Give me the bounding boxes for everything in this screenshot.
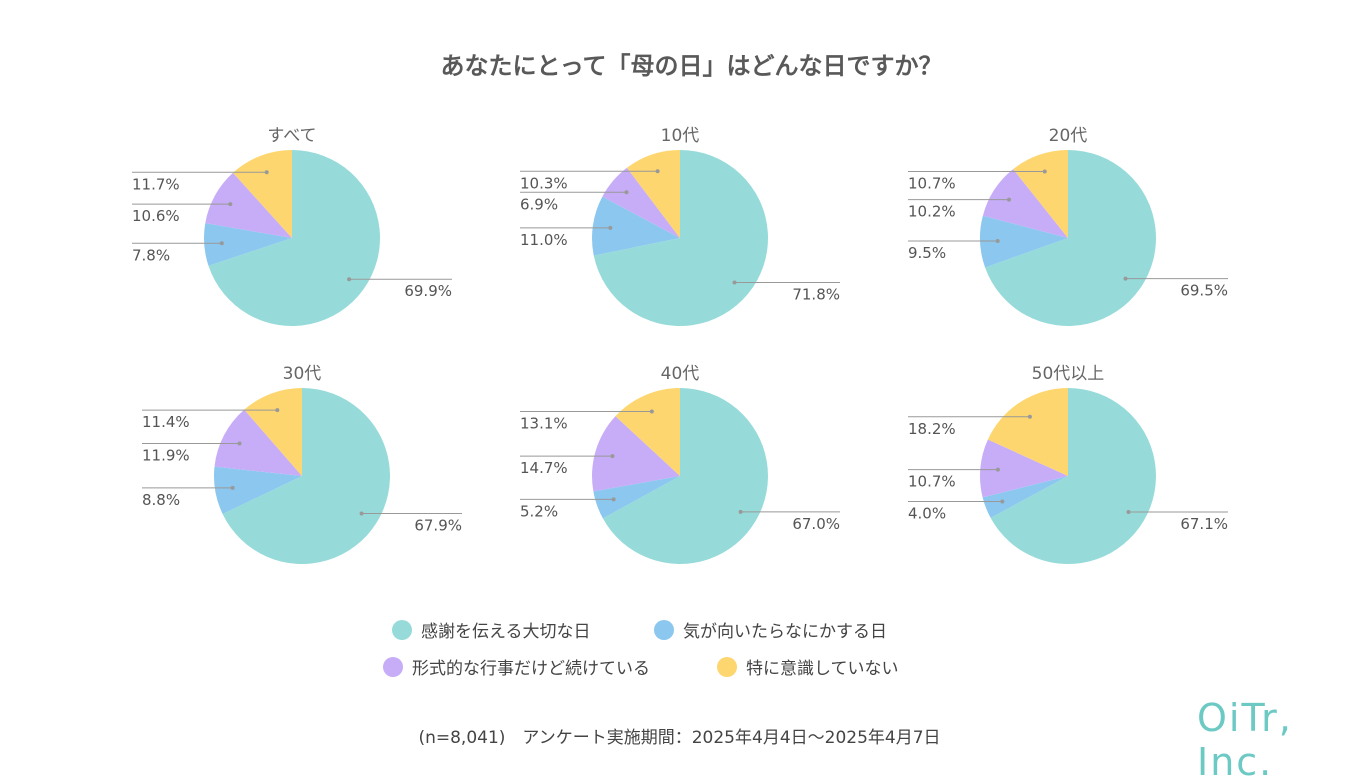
chart-title: あなたにとって「母の日」はどんな日ですか？ <box>440 52 943 80</box>
pie-5-slice-1 <box>982 476 1068 518</box>
pie-3: 30代 67.9% 8.8% 11.9% 11.4% <box>142 364 462 564</box>
pie-2-slice-1 <box>980 215 1068 268</box>
pie-4-leader-dot-0 <box>738 509 743 514</box>
legend-item-3: 特に意識していない <box>717 654 899 679</box>
pie-0: すべて 69.9% 7.8% 10.6% 11.7% <box>132 126 452 326</box>
legend-item-0: 感謝を伝える大切な日 <box>392 617 654 642</box>
pie-2-leader-dot-0 <box>1123 276 1128 281</box>
pie-4-leader-dot-3 <box>649 409 654 414</box>
pie-2-leader-dot-2 <box>1006 197 1011 202</box>
pie-1-leader-dot-2 <box>624 190 629 195</box>
legend-label-2: 形式的な行事だけど続けている <box>412 659 650 679</box>
pie-5-slice-3 <box>987 388 1068 476</box>
pie-5-label-0: 67.1% <box>1180 515 1228 533</box>
legend-row-2: 形式的な行事だけど続けている 特に意識していない <box>383 654 899 679</box>
pie-4-label-1: 5.2% <box>520 502 558 520</box>
pie-0-label-3: 11.7% <box>132 175 180 193</box>
pie-3-label-2: 11.9% <box>142 446 190 464</box>
pie-title-2: 20代 <box>1049 126 1088 146</box>
pie-0-slice-1 <box>204 223 292 266</box>
pie-0-label-1: 7.8% <box>132 246 170 264</box>
brand-logo: OiTr, Inc. <box>1197 696 1293 784</box>
pie-0-leader-dot-3 <box>264 170 269 175</box>
pie-title-3: 30代 <box>283 364 322 384</box>
pie-3-label-1: 8.8% <box>142 491 180 509</box>
pie-1-leader-dot-1 <box>608 225 613 230</box>
legend-label-0: 感謝を伝える大切な日 <box>421 622 591 642</box>
pie-3-slice-1 <box>213 466 302 514</box>
pie-1-label-0: 71.8% <box>792 286 840 304</box>
pie-title-5: 50代以上 <box>1032 364 1105 384</box>
legend-label-1: 気が向いたらなにかする日 <box>683 622 887 642</box>
pie-3-label-0: 67.9% <box>414 517 462 535</box>
pie-3-slice-2 <box>214 409 302 476</box>
legend-label-3: 特に意識していない <box>746 659 899 679</box>
pie-3-leader-dot-0 <box>359 511 364 516</box>
survey-footnote: (n=8,041) アンケート実施期間：2025年4月4日〜2025年4月7日 <box>418 728 941 748</box>
pie-3-slice-0 <box>222 388 390 564</box>
pie-2-leader-dot-1 <box>995 238 1000 243</box>
pie-0-leader-dot-2 <box>228 202 233 207</box>
pie-4-label-3: 13.1% <box>520 414 568 432</box>
pie-3-leader-dot-2 <box>237 441 242 446</box>
pie-4-slice-2 <box>592 416 680 492</box>
pie-2-leader-dot-3 <box>1042 169 1047 174</box>
pie-5-slice-2 <box>979 439 1068 498</box>
pie-title-4: 40代 <box>661 364 700 384</box>
pie-0-label-0: 69.9% <box>404 282 452 300</box>
pie-2-label-1: 9.5% <box>908 244 946 262</box>
pie-1-label-1: 11.0% <box>520 231 568 249</box>
pie-1-slice-1 <box>592 196 680 256</box>
pie-1-slice-3 <box>626 150 680 238</box>
pie-4-slice-3 <box>615 388 680 476</box>
pie-4-leader-dot-1 <box>611 497 616 502</box>
pie-1-slice-0 <box>593 150 769 326</box>
pie-1: 10代 71.8% 11.0% 6.9% 10.3% <box>520 126 840 326</box>
pie-1-leader-dot-3 <box>655 169 660 174</box>
pie-5-slice-0 <box>990 388 1157 565</box>
legend-swatch-2 <box>383 656 403 677</box>
pie-4-leader-dot-2 <box>610 454 615 459</box>
legend-swatch-3 <box>717 656 737 677</box>
pie-0-slice-2 <box>205 172 292 238</box>
pie-title-1: 10代 <box>661 126 700 146</box>
pie-2-label-3: 10.7% <box>908 175 956 193</box>
legend-swatch-0 <box>392 619 412 640</box>
pie-charts: すべて69.9%7.8%10.6%11.7%10代71.8%11.0%6.9%1… <box>132 126 1228 565</box>
pie-4: 40代 67.0% 5.2% 14.7% 13.1% <box>520 364 840 564</box>
pie-0-slice-0 <box>208 150 381 326</box>
pie-2-label-0: 69.5% <box>1180 282 1228 300</box>
pie-1-leader-dot-0 <box>732 280 737 285</box>
pie-4-slice-1 <box>593 476 680 519</box>
pie-2-label-2: 10.2% <box>908 203 956 221</box>
pie-4-slice-0 <box>602 388 769 564</box>
pie-1-slice-2 <box>602 167 680 238</box>
pie-0-leader-dot-0 <box>347 277 352 282</box>
pie-5-leader-dot-3 <box>1027 414 1032 419</box>
pie-title-0: すべて <box>267 126 316 146</box>
pie-5-leader-dot-0 <box>1126 510 1131 515</box>
pie-2: 20代 69.5% 9.5% 10.2% 10.7% <box>908 126 1228 326</box>
pie-2-slice-2 <box>982 169 1068 238</box>
pie-3-leader-dot-3 <box>275 408 280 413</box>
pie-5: 50代以上 67.1% 4.0% 10.7% 18.2% <box>908 364 1228 565</box>
legend-swatch-1 <box>654 619 674 640</box>
pie-4-label-2: 14.7% <box>520 459 568 477</box>
pie-1-label-3: 10.3% <box>520 174 568 192</box>
pie-0-label-2: 10.6% <box>132 207 180 225</box>
pie-5-leader-dot-1 <box>1000 499 1005 504</box>
legend-row-1: 感謝を伝える大切な日 気が向いたらなにかする日 <box>392 617 887 642</box>
pie-1-label-2: 6.9% <box>520 195 558 213</box>
legend-item-1: 気が向いたらなにかする日 <box>654 617 887 642</box>
pie-0-leader-dot-1 <box>219 241 224 246</box>
pie-5-label-1: 4.0% <box>908 505 946 523</box>
pie-5-label-2: 10.7% <box>908 473 956 491</box>
legend-item-2: 形式的な行事だけど続けている <box>383 654 717 679</box>
pie-4-label-0: 67.0% <box>792 515 840 533</box>
pie-5-leader-dot-2 <box>995 467 1000 472</box>
pie-3-leader-dot-1 <box>230 485 235 490</box>
pie-2-slice-0 <box>985 150 1156 326</box>
pie-3-label-3: 11.4% <box>142 413 190 431</box>
pie-5-label-3: 18.2% <box>908 420 956 438</box>
